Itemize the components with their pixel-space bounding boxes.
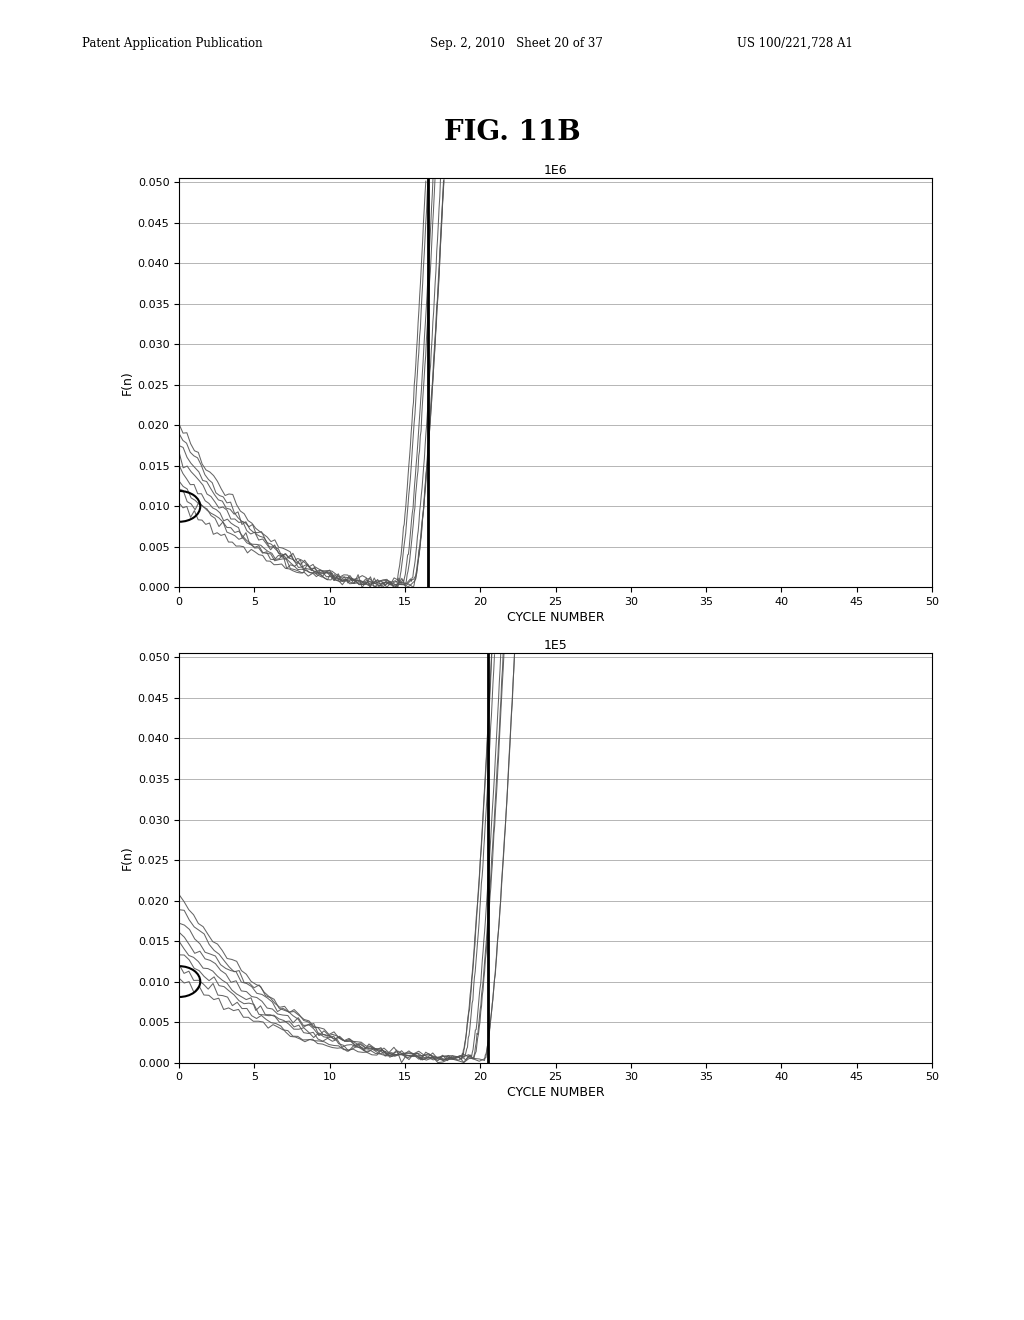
- Y-axis label: F(n): F(n): [121, 371, 133, 395]
- Text: FIG. 11B: FIG. 11B: [443, 119, 581, 145]
- Title: 1E5: 1E5: [544, 639, 567, 652]
- Text: US 100/221,728 A1: US 100/221,728 A1: [737, 37, 853, 50]
- X-axis label: CYCLE NUMBER: CYCLE NUMBER: [507, 611, 604, 624]
- X-axis label: CYCLE NUMBER: CYCLE NUMBER: [507, 1086, 604, 1100]
- Text: Sep. 2, 2010   Sheet 20 of 37: Sep. 2, 2010 Sheet 20 of 37: [430, 37, 603, 50]
- Title: 1E6: 1E6: [544, 164, 567, 177]
- Text: Patent Application Publication: Patent Application Publication: [82, 37, 262, 50]
- Y-axis label: F(n): F(n): [121, 846, 133, 870]
